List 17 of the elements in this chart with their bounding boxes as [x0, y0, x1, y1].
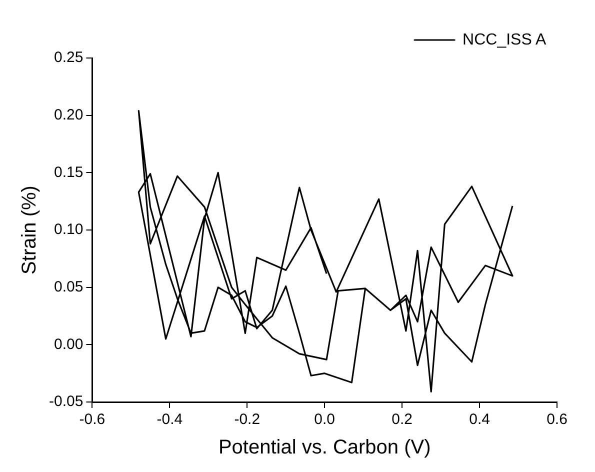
legend-label: NCC_ISS A	[462, 31, 546, 48]
y-axis-title: Strain (%)	[18, 186, 41, 274]
x-tick-label: 0.0	[314, 411, 336, 428]
x-tick-label: -0.2	[234, 411, 260, 428]
x-axis-title: Potential vs. Carbon (V)	[218, 436, 431, 459]
y-tick-label: 0.10	[54, 221, 84, 238]
y-tick-label: 0.00	[54, 336, 84, 353]
y-tick-label: 0.15	[54, 164, 84, 181]
x-tick-label: 0.4	[469, 411, 490, 428]
x-tick-label: 0.2	[392, 411, 412, 428]
y-tick-label: 0.20	[54, 106, 84, 124]
y-tick-label: 0.25	[54, 49, 84, 66]
x-tick-label: 0.6	[546, 411, 568, 428]
y-tick-label: 0.05	[54, 278, 84, 296]
y-tick-label: -0.05	[48, 393, 84, 410]
x-tick-label: -0.6	[79, 411, 106, 428]
x-tick-label: -0.4	[156, 411, 183, 428]
